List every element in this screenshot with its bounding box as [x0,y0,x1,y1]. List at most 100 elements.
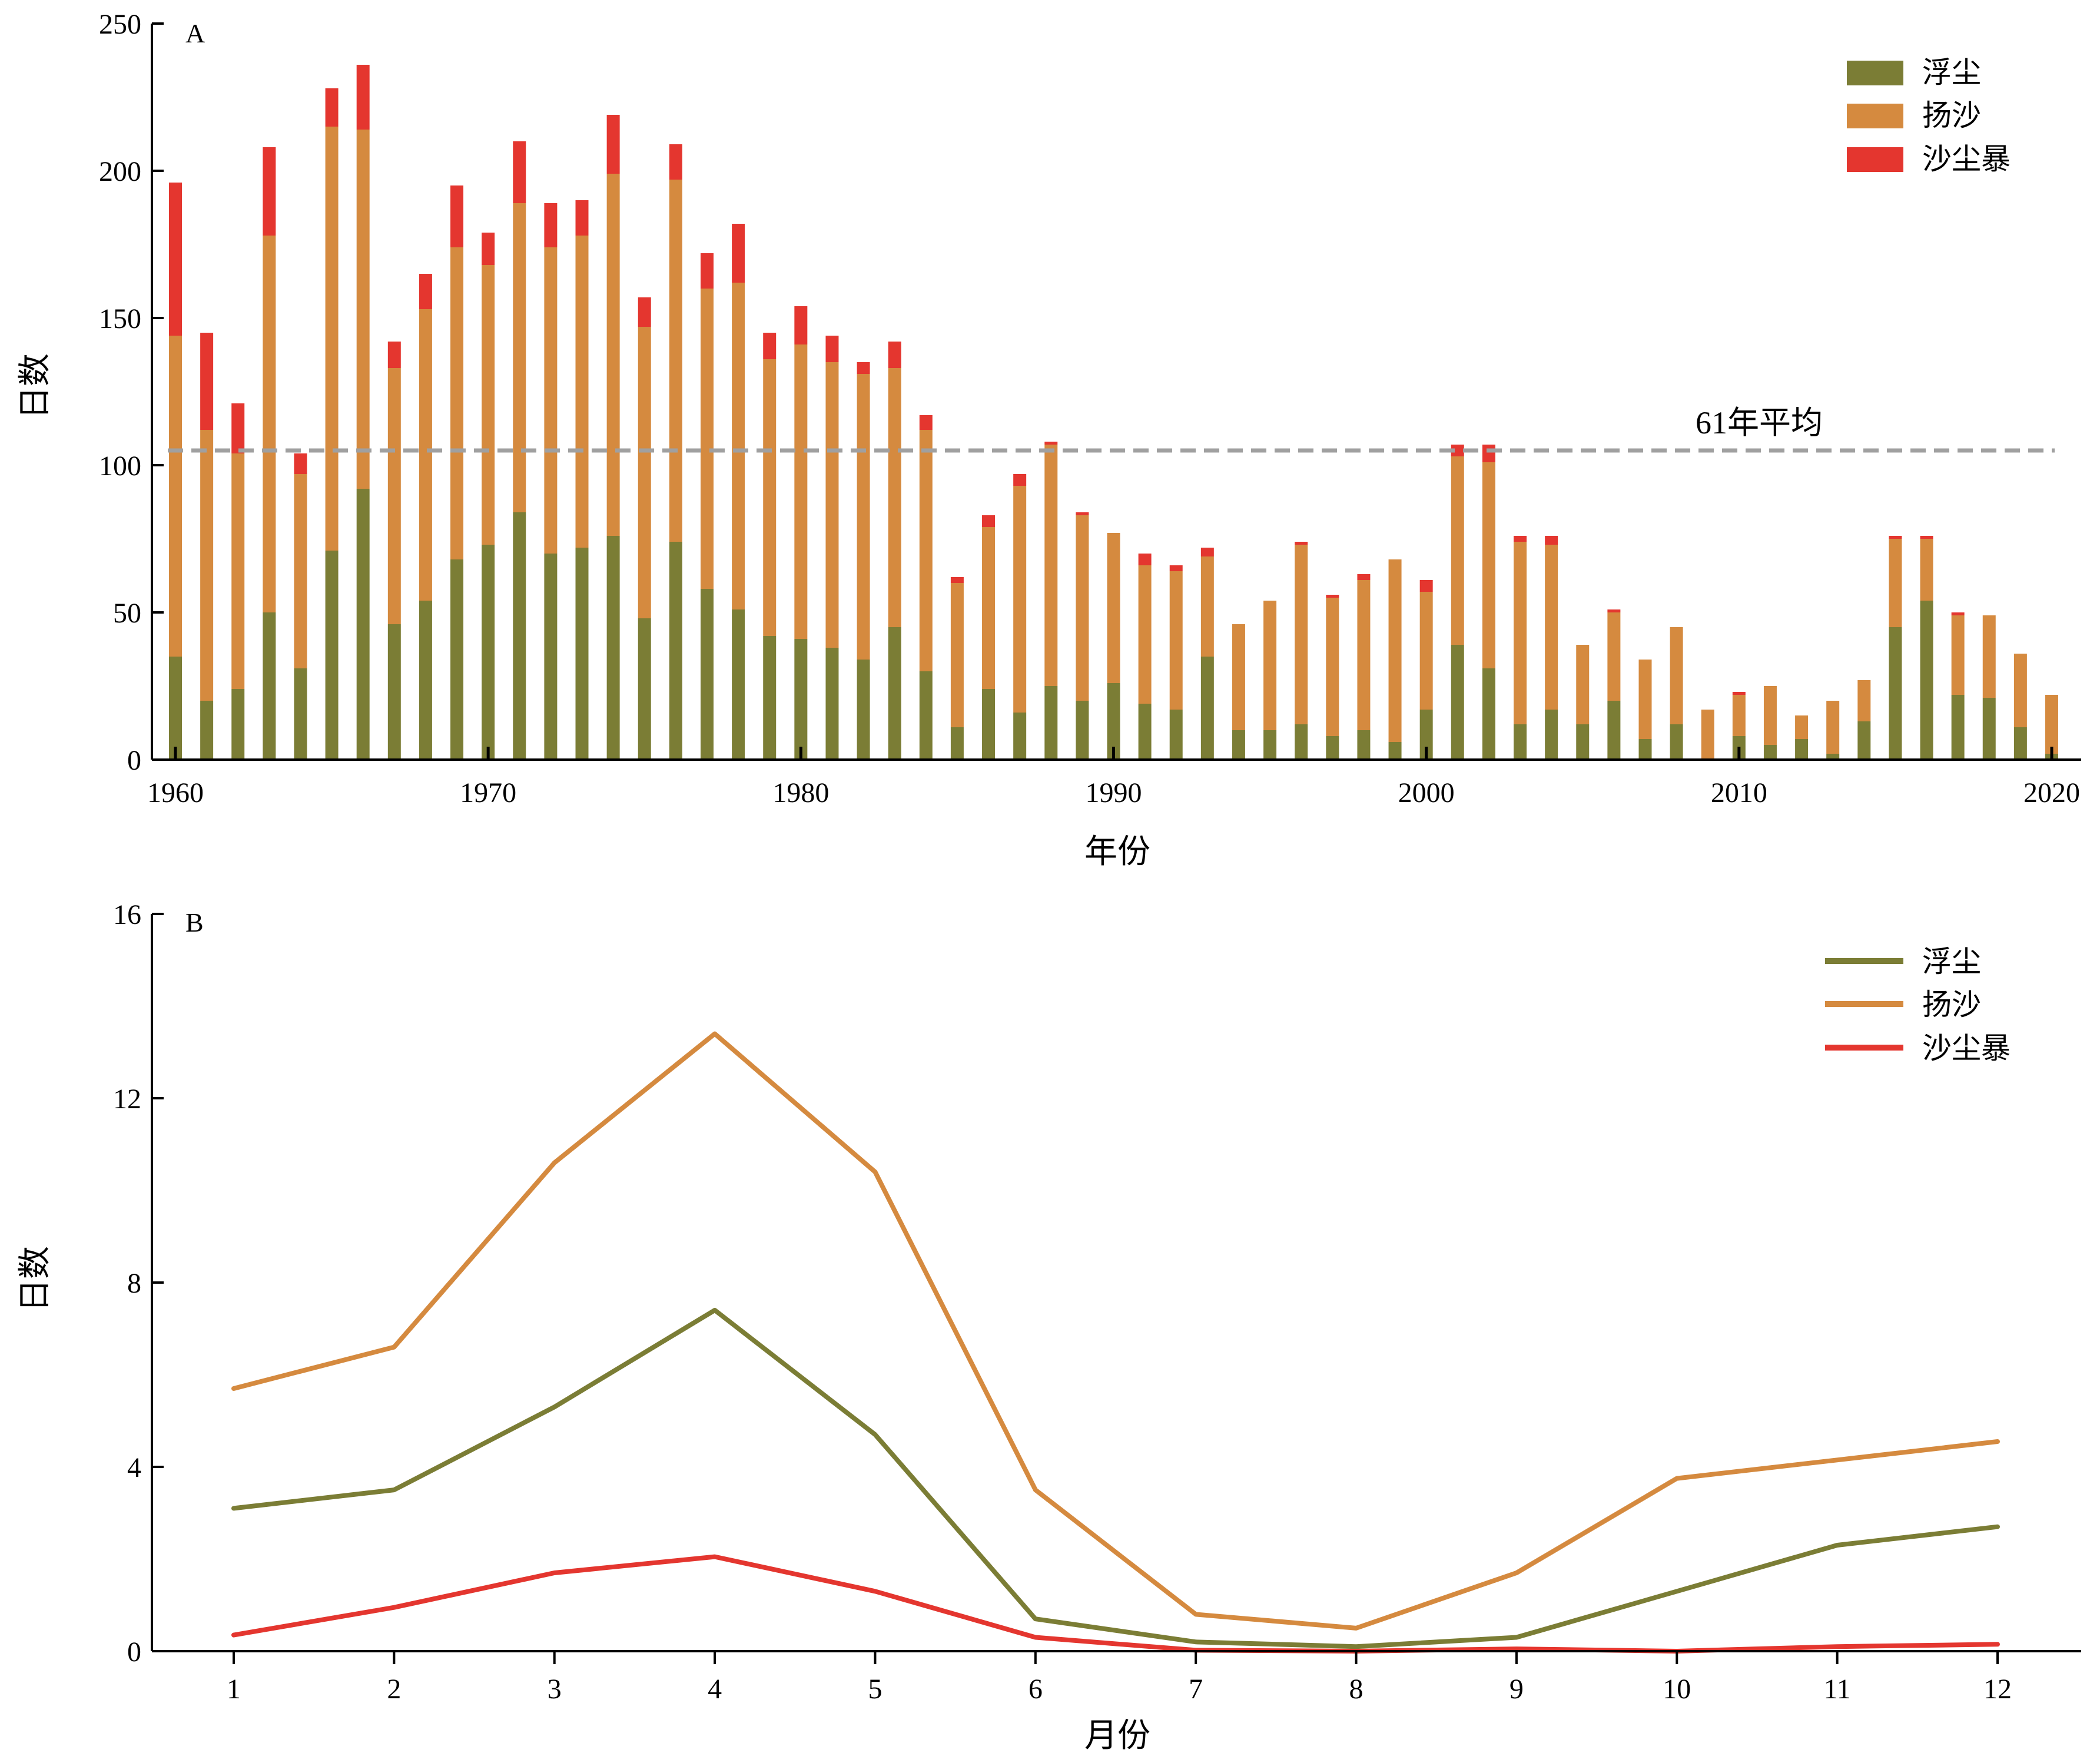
bar-2007-扬沙 [1638,660,1652,739]
bar-1964-浮尘 [294,668,307,760]
bar-1978-扬沙 [732,283,745,609]
bar-1982-扬沙 [857,374,870,660]
bar-2016-浮尘 [1920,601,1933,760]
bar-2001-沙尘暴 [1451,445,1464,456]
bar-1968-浮尘 [419,601,432,760]
bar-1988-浮尘 [1044,686,1058,760]
legend-label-fuchen: 浮尘 [1922,945,1981,978]
y-tick-label-16: 16 [113,899,141,930]
bar-1989-浮尘 [1076,701,1089,760]
series-line-浮尘 [231,1307,2000,1649]
bar-1967-扬沙 [387,368,401,624]
bar-2014-扬沙 [1857,680,1871,721]
panel-a-y-axis-title: 日数 [17,353,54,419]
bar-2001-浮尘 [1451,645,1464,760]
bar-1975-沙尘暴 [638,297,651,327]
bar-1965-浮尘 [325,551,339,760]
bar-1987-浮尘 [1013,713,1027,760]
y-tick-label-200: 200 [99,156,141,187]
bar-1962-沙尘暴 [231,403,245,453]
bar-1989-沙尘暴 [1076,512,1089,515]
x-tick-label-1990: 1990 [1086,777,1142,809]
bar-1964-沙尘暴 [294,453,307,474]
y-tick-label-250: 250 [99,9,141,40]
panel-a-reference-line-label: 61年平均 [1696,405,1823,440]
bar-1974-沙尘暴 [606,115,620,174]
bar-1960-扬沙 [169,336,182,657]
x-tick-label-1970: 1970 [460,777,516,809]
bar-1977-扬沙 [700,289,714,589]
panel-a-label: A [185,18,205,48]
series-line-扬沙 [231,1031,2000,1631]
bar-2001-扬沙 [1451,456,1464,645]
legend-item-fuchen: 浮尘 [1847,56,1981,89]
bar-1963-浮尘 [263,612,276,760]
bar-2012-扬沙 [1795,715,1809,739]
bar-2005-扬沙 [1576,645,1590,724]
bar-1979-浮尘 [763,636,777,760]
x-tick-label-2010: 2010 [1711,777,1767,809]
bar-1996-扬沙 [1295,545,1308,724]
y-tick-label-4: 4 [127,1452,141,1483]
bar-1995-扬沙 [1263,601,1277,730]
bar-1972-浮尘 [544,554,558,760]
bar-1976-沙尘暴 [669,144,682,180]
bar-2007-浮尘 [1638,739,1652,760]
bar-1991-浮尘 [1138,704,1152,760]
bar-1994-扬沙 [1232,624,1245,730]
legend-swatch-yangsha [1847,104,1903,128]
bar-1977-沙尘暴 [700,253,714,289]
bar-1988-沙尘暴 [1044,442,1058,445]
bar-1983-扬沙 [888,368,901,627]
bar-2000-扬沙 [1419,592,1433,710]
bar-2011-浮尘 [1763,745,1777,760]
bar-2018-扬沙 [1982,615,1996,698]
bar-1986-扬沙 [982,527,996,689]
bar-1962-浮尘 [231,689,245,760]
bar-1997-扬沙 [1326,598,1339,736]
bar-1985-沙尘暴 [950,577,964,583]
bar-1987-沙尘暴 [1013,474,1027,486]
legend-swatch-fuchen [1847,61,1903,85]
bar-1978-浮尘 [732,609,745,760]
bar-1997-浮尘 [1326,736,1339,760]
bar-1969-沙尘暴 [450,185,464,247]
bar-2004-沙尘暴 [1545,536,1558,545]
bar-1966-沙尘暴 [356,65,370,130]
bar-1963-沙尘暴 [263,147,276,236]
bar-1970-沙尘暴 [482,233,495,265]
bar-1980-扬沙 [794,344,808,639]
bar-1965-扬沙 [325,127,339,551]
bar-2004-浮尘 [1545,710,1558,760]
bar-2003-浮尘 [1514,724,1527,760]
bar-1982-沙尘暴 [857,362,870,374]
x-tick-label-7: 7 [1189,1674,1203,1705]
bar-2006-浮尘 [1607,701,1621,760]
bar-1999-浮尘 [1388,742,1402,760]
bar-1981-沙尘暴 [825,336,839,362]
bar-1986-浮尘 [982,689,996,760]
bar-2000-沙尘暴 [1419,580,1433,592]
bar-1969-浮尘 [450,559,464,760]
bar-1993-浮尘 [1200,657,1214,760]
bar-1997-沙尘暴 [1326,595,1339,598]
bar-1992-扬沙 [1169,571,1183,710]
bar-2008-扬沙 [1670,627,1683,724]
legend-item-yangsha: 扬沙 [1847,99,1981,132]
bar-1960-沙尘暴 [169,183,182,336]
legend-item-fuchen: 浮尘 [1825,945,1981,978]
bar-1991-沙尘暴 [1138,554,1152,565]
bar-2015-扬沙 [1889,539,1902,627]
bar-1988-扬沙 [1044,445,1058,686]
bar-1967-沙尘暴 [387,342,401,368]
legend-swatch-shachenbao [1847,147,1903,172]
bar-2003-扬沙 [1514,542,1527,724]
bar-2010-扬沙 [1732,695,1746,736]
y-tick-label-0: 0 [127,745,141,776]
bar-1995-浮尘 [1263,730,1277,760]
bar-1983-浮尘 [888,627,901,760]
bar-2016-扬沙 [1920,539,1933,601]
legend-item-shachenbao: 沙尘暴 [1825,1032,2011,1065]
panel-b-x-axis-title: 月份 [1084,1718,1150,1754]
bar-2000-浮尘 [1419,710,1433,760]
